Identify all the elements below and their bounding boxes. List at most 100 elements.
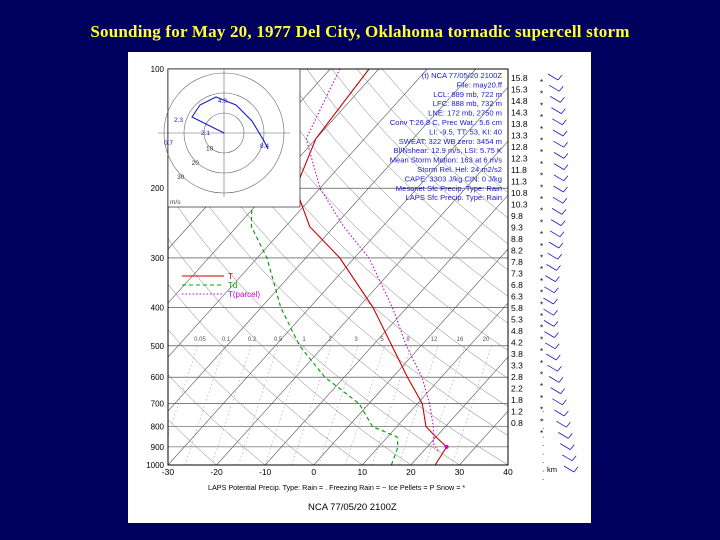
info-line: (t) NCA 77/05/20 2100Z <box>422 71 503 80</box>
height-tick-label: 7.8 <box>511 257 523 267</box>
precip-star-symbol: * <box>540 335 543 344</box>
dry-adiabat <box>168 238 412 465</box>
wind-barb <box>557 74 563 81</box>
mixing-ratio-label: 0.5 <box>274 337 283 343</box>
wind-barb <box>554 332 559 338</box>
mixing-ratio-label: 20 <box>483 337 490 343</box>
wind-barb <box>556 265 561 271</box>
info-line: Bl/Nshear: 12.9 m/s, LSI: 5.75 K <box>394 146 502 155</box>
wind-barb <box>550 387 561 394</box>
info-line: Storm Rel. Hel: 24 m2/s2 <box>417 165 502 174</box>
wind-barb <box>558 377 564 383</box>
precip-star-symbol: * <box>540 125 543 134</box>
wind-barb <box>556 420 567 428</box>
wind-barb <box>545 275 556 282</box>
hodograph-point-label: 8.4 <box>260 143 269 150</box>
wind-barb <box>561 119 567 126</box>
mixing-ratio-line <box>168 345 198 437</box>
wind-barb <box>552 118 563 126</box>
precip-star-symbol: * <box>540 230 543 239</box>
precip-star-symbol: * <box>540 254 543 263</box>
wind-barb <box>545 342 556 350</box>
info-line: CAPE: 3303 J/kg CIN: 0 J/kg <box>405 174 503 183</box>
wind-barb <box>544 331 555 338</box>
height-tick-label: 6.8 <box>511 280 523 290</box>
wind-barb <box>552 129 564 137</box>
mixing-ratio-label: 12 <box>431 337 438 343</box>
info-line: LAPS Sfc Precip. Type: Rain <box>405 193 502 202</box>
height-tick-label: 15.8 <box>511 73 528 83</box>
wind-barb <box>563 175 569 182</box>
wind-barb <box>565 421 571 428</box>
dry-adiabat <box>180 69 508 407</box>
temperature-tick-label: -20 <box>210 467 223 477</box>
footer-station-time: NCA 77/05/20 2100Z <box>308 502 397 513</box>
wind-barb <box>548 84 560 92</box>
info-line: File: may20.ff <box>457 80 503 89</box>
pressure-tick-label: 700 <box>151 400 165 409</box>
precip-star-symbol: * <box>540 218 543 227</box>
mixing-ratio-label: 1 <box>302 337 306 343</box>
height-tick-label: 3.3 <box>511 361 523 371</box>
wind-barb <box>552 398 563 406</box>
wind-barb <box>563 141 568 148</box>
wind-unit-label: m/s <box>170 199 181 206</box>
info-line: Conv T:26.8 C, Prec Wat.: 5.6 cm <box>390 118 502 127</box>
hodograph-point-label: 0.7 <box>164 140 173 147</box>
precip-star-symbol: * <box>540 160 543 169</box>
wind-barb <box>557 253 562 260</box>
wind-barb <box>554 287 559 294</box>
info-line: SWEAT: 322 WB zero: 3454 m <box>399 137 502 146</box>
mixing-ratio-line <box>318 345 359 465</box>
precip-star-symbol: * <box>540 347 543 356</box>
height-tick-label: 10.3 <box>511 200 528 210</box>
height-tick-label: 0.8 <box>511 418 523 428</box>
precip-star-symbol: * <box>540 113 543 122</box>
hodograph-trace <box>191 96 269 150</box>
info-line: Mesonet Sfc Precip. Type: Rain <box>396 184 502 193</box>
pressure-tick-label: 900 <box>151 443 165 452</box>
footer-precip-note: LAPS Potential Precip. Type: Rain = . Fr… <box>208 483 465 492</box>
mixing-ratio-label: 3 <box>354 337 358 343</box>
mixing-ratio-line <box>451 345 492 465</box>
wind-barb <box>562 399 567 406</box>
wind-barb <box>563 186 568 193</box>
hodograph-ring-label: 20 <box>192 160 200 167</box>
wind-barb <box>563 164 569 170</box>
precip-dot-symbol: . <box>542 465 544 474</box>
dry-adiabat <box>168 93 508 436</box>
precip-dot-symbol: . <box>542 448 544 457</box>
dry-adiabat <box>281 69 508 297</box>
height-tick-label: 10.8 <box>511 188 528 198</box>
wind-barb <box>553 321 559 327</box>
parcel-start-marker <box>444 444 449 449</box>
wind-barb <box>558 242 564 249</box>
mixing-ratio-label: 8 <box>406 337 410 343</box>
precip-star-symbol: * <box>540 417 543 426</box>
dry-adiabat <box>306 69 508 271</box>
wind-barb <box>547 364 558 372</box>
mixing-ratio-label: 2 <box>328 337 332 343</box>
precip-star-symbol: * <box>540 207 543 216</box>
wind-barb <box>558 432 569 439</box>
temperature-tick-label: -10 <box>259 467 272 477</box>
wind-barb <box>551 107 562 114</box>
mixing-ratio-line <box>184 345 225 465</box>
precip-star-symbol: * <box>540 324 543 333</box>
temperature-tick-label: 10 <box>358 467 368 477</box>
wind-barb <box>555 276 560 282</box>
precip-star-symbol: * <box>540 78 543 87</box>
hodograph-box <box>167 68 301 208</box>
hodograph-point-label: 2.1 <box>201 130 210 137</box>
height-tick-label: 5.3 <box>511 315 523 325</box>
wind-barb <box>573 466 579 473</box>
pressure-tick-label: 200 <box>151 184 165 193</box>
height-tick-label: 8.2 <box>511 246 523 256</box>
isotherm-line <box>168 69 428 358</box>
info-line: LCL: 889 mb, 722 m <box>433 90 502 99</box>
precip-dot-symbol: . <box>542 414 544 423</box>
wind-barb <box>571 455 577 462</box>
legend-label: T <box>228 272 233 281</box>
legend-label: Td <box>228 281 237 290</box>
height-tick-label: 1.8 <box>511 395 523 405</box>
